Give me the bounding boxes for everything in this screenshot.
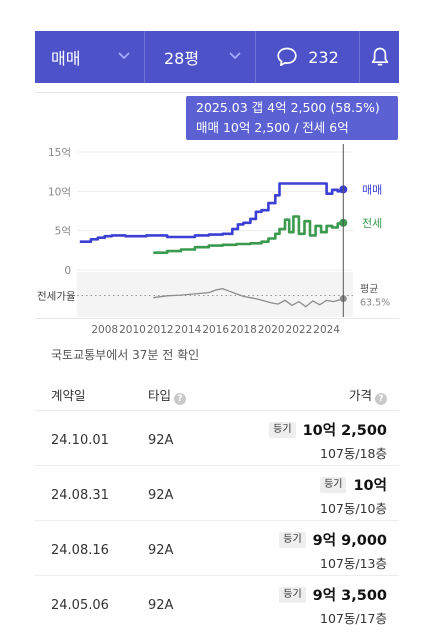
table-row[interactable]: 24.08.16 92A 등기 9억 9,000 107동/13층 xyxy=(35,520,399,575)
row-type: 92A xyxy=(148,433,174,448)
x-tick-label: 2016 xyxy=(202,324,229,336)
x-tick-label: 2022 xyxy=(286,324,313,336)
data-source-note: 국토교통부에서 37분 전 확인 xyxy=(51,348,200,362)
x-tick-label: 2018 xyxy=(230,324,257,336)
row-amount: 10억 2,500 xyxy=(302,423,387,439)
registered-badge: 등기 xyxy=(320,476,347,493)
row-date: 24.10.01 xyxy=(51,433,109,448)
divider xyxy=(35,318,399,319)
x-tick-label: 2008 xyxy=(91,324,118,336)
x-tick-label: 2012 xyxy=(147,324,174,336)
divider xyxy=(35,92,399,93)
row-unit: 107동/10층 xyxy=(320,501,387,516)
row-type: 92A xyxy=(148,488,174,503)
x-tick-label: 2010 xyxy=(119,324,146,336)
y-tick-label: 5억 xyxy=(55,226,71,238)
series-label-jeonse: 전세 xyxy=(362,217,382,230)
chevron-down-icon xyxy=(229,52,241,60)
chevron-down-icon xyxy=(118,52,130,60)
trade-type-dropdown[interactable]: 매매 xyxy=(35,31,144,83)
header-type-label: 타입 xyxy=(148,388,172,403)
header-date: 계약일 xyxy=(51,388,86,403)
ratio-average-label: 평균 xyxy=(360,283,378,295)
row-unit: 107동/18층 xyxy=(320,446,387,461)
chart-tooltip: 2025.03 갭 4억 2,500 (58.5%) 매매 10억 2,500 … xyxy=(186,96,398,140)
series-line-jeonse xyxy=(153,215,345,254)
transactions-header: 계약일 타입? 가격? xyxy=(35,376,399,410)
help-icon[interactable]: ? xyxy=(174,393,187,405)
y-tick-label: 10억 xyxy=(48,186,71,198)
alert-button[interactable] xyxy=(359,31,399,83)
table-row[interactable]: 24.05.06 92A 등기 9억 3,500 107동/17층 xyxy=(35,575,399,630)
y-tick-label: 0 xyxy=(64,265,71,277)
table-row[interactable]: 24.08.31 92A 등기 10억 107동/10층 xyxy=(35,465,399,520)
y-tick-label: 15억 xyxy=(48,147,71,159)
table-row[interactable]: 24.10.01 92A 등기 10억 2,500 107동/18층 xyxy=(35,410,399,465)
tooltip-price-line: 매매 10억 2,500 / 전세 6억 xyxy=(196,120,349,135)
row-price: 등기 10억 107동/10층 xyxy=(187,474,387,517)
talk-button[interactable]: 232 xyxy=(255,31,359,83)
registered-badge: 등기 xyxy=(279,531,306,548)
x-tick-label: 2014 xyxy=(175,324,202,336)
bell-icon xyxy=(371,47,388,66)
series-line-sale xyxy=(79,182,345,243)
x-tick-label: 2024 xyxy=(313,324,340,336)
row-date: 24.08.16 xyxy=(51,543,109,558)
ratio-axis-label: 전세가율 xyxy=(37,290,76,302)
header-type: 타입? xyxy=(148,385,187,405)
ratio-average-value: 63.5% xyxy=(360,297,390,308)
area-dropdown[interactable]: 28평 xyxy=(144,31,255,83)
trade-type-label: 매매 xyxy=(51,49,81,68)
speech-bubble-icon xyxy=(277,47,297,67)
ratio-series-line xyxy=(153,288,344,308)
row-price: 등기 10억 2,500 107동/18층 xyxy=(187,419,387,462)
header-price: 가격? xyxy=(349,385,387,405)
row-amount: 10억 xyxy=(353,478,387,494)
area-label: 28평 xyxy=(164,49,200,68)
row-type: 92A xyxy=(148,543,174,558)
row-date: 24.05.06 xyxy=(51,598,109,613)
tooltip-gap-line: 2025.03 갭 4억 2,500 (58.5%) xyxy=(196,100,380,115)
help-icon[interactable]: ? xyxy=(375,393,387,405)
row-price: 등기 9억 3,500 107동/17층 xyxy=(187,584,387,627)
series-label-sale: 매매 xyxy=(362,183,382,196)
filter-bar: 매매 28평 232 xyxy=(35,31,399,83)
row-unit: 107동/13층 xyxy=(320,556,387,571)
row-type: 92A xyxy=(148,598,174,613)
row-amount: 9억 9,000 xyxy=(312,533,387,549)
x-tick-label: 2020 xyxy=(258,324,285,336)
row-amount: 9억 3,500 xyxy=(312,588,387,604)
talk-count: 232 xyxy=(308,47,339,67)
registered-badge: 등기 xyxy=(279,586,306,603)
registered-badge: 등기 xyxy=(269,421,296,438)
row-unit: 107동/17층 xyxy=(320,611,387,626)
header-price-label: 가격 xyxy=(348,388,372,403)
row-date: 24.08.31 xyxy=(51,488,109,503)
ratio-panel-bg xyxy=(77,272,353,317)
row-price: 등기 9억 9,000 107동/13층 xyxy=(187,529,387,572)
